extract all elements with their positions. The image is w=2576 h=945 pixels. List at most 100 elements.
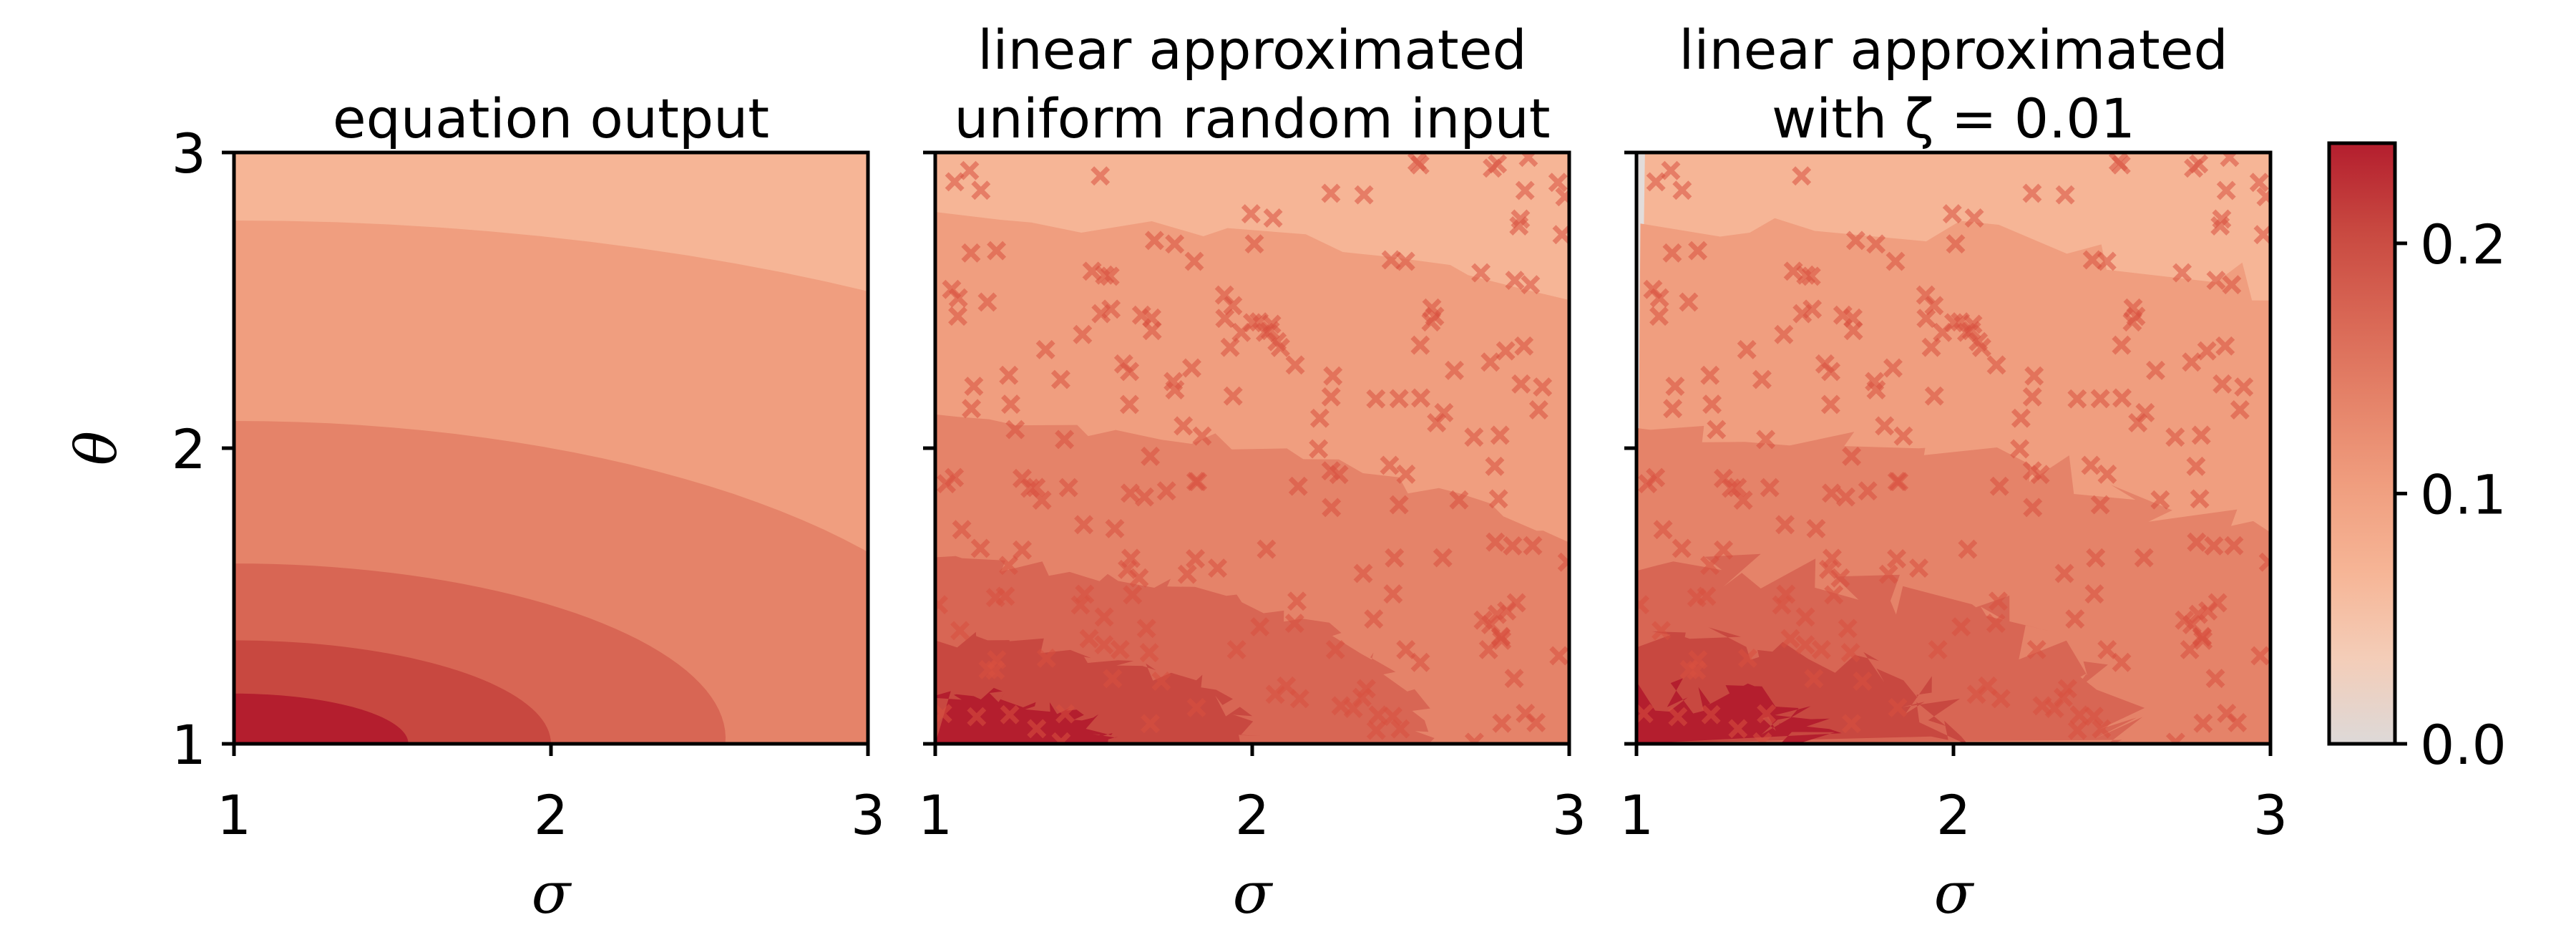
sample-marker — [2067, 720, 2087, 740]
sample-marker — [1646, 467, 1666, 488]
sample-marker — [1192, 426, 1212, 446]
colorbar: 0.0 0.1 0.2 — [2327, 141, 2507, 777]
sample-marker — [1679, 659, 1699, 679]
sample-marker — [2258, 552, 2270, 572]
sample-marker — [962, 399, 982, 419]
sample-marker — [2180, 639, 2200, 659]
sample-marker — [1354, 185, 1374, 205]
sample-marker — [1082, 261, 1102, 281]
panel-title-line-2: with ζ = 0.01 — [1772, 87, 2135, 150]
sample-marker — [2092, 719, 2112, 739]
sample-marker — [1095, 265, 1115, 285]
colorbar-tick-label: 0.2 — [2420, 213, 2507, 276]
sample-marker — [1382, 707, 1402, 727]
sample-marker — [1951, 617, 1971, 637]
x-axis-label: σ — [1934, 860, 1975, 926]
sample-marker — [1668, 707, 1688, 727]
panel-title-line-1: linear approximated — [1679, 18, 2228, 82]
sample-marker — [1946, 234, 1966, 254]
x-axis-label: σ — [532, 860, 572, 926]
sample-marker — [1523, 536, 1543, 556]
sample-marker — [1875, 416, 1895, 436]
sample-marker — [1094, 635, 1114, 655]
sample-marker — [1101, 299, 1121, 319]
sample-marker — [1079, 629, 1099, 649]
sample-marker — [2150, 490, 2170, 510]
sample-marker — [1380, 455, 1400, 475]
sample-marker — [1121, 548, 1141, 568]
sample-marker — [1728, 719, 1748, 739]
sample-marker — [1802, 299, 1823, 319]
contour-level — [935, 687, 1118, 744]
sample-marker — [1653, 520, 1673, 540]
sample-marker — [1533, 377, 1553, 397]
sample-marker — [2217, 703, 2237, 723]
sample-marker — [1714, 468, 1733, 488]
sample-marker — [1757, 704, 1777, 724]
contour-field — [935, 152, 1569, 744]
sample-marker — [935, 704, 952, 724]
sample-marker — [967, 707, 987, 727]
sample-marker — [1756, 430, 1776, 450]
sample-marker — [1760, 478, 1780, 498]
sample-marker — [1661, 160, 1681, 180]
sample-marker — [1142, 308, 1161, 328]
sample-marker — [1878, 564, 1898, 584]
sample-marker — [1824, 585, 1844, 605]
sample-marker — [1688, 241, 1708, 261]
sample-marker — [1110, 639, 1130, 659]
sample-marker — [1835, 487, 1855, 507]
sample-marker — [1464, 427, 1484, 447]
sample-marker — [1665, 377, 1685, 397]
sample-marker — [2090, 495, 2110, 515]
sample-marker — [1385, 548, 1405, 568]
sample-marker — [1141, 714, 1160, 734]
sample-marker — [1548, 173, 1568, 193]
sample-marker — [1928, 640, 1948, 660]
sample-marker — [1434, 402, 1454, 422]
sample-marker — [1055, 430, 1075, 450]
sample-marker — [1309, 439, 1329, 459]
x-axis-label: σ — [1233, 860, 1274, 926]
colorbar-fill — [2329, 143, 2395, 744]
panel-title: equation output — [333, 87, 769, 150]
sample-marker — [1515, 180, 1535, 200]
sample-marker — [1701, 704, 1721, 724]
sample-marker — [1776, 584, 1796, 604]
sample-marker — [1220, 337, 1240, 357]
colorbar-ticks: 0.0 0.1 0.2 — [2395, 213, 2507, 777]
sample-marker — [1511, 374, 1531, 394]
sample-marker — [1356, 679, 1376, 699]
sample-marker — [1174, 416, 1194, 436]
sample-marker — [999, 556, 1018, 576]
sample-marker — [1840, 643, 1860, 663]
y-tick-label: 1 — [172, 713, 206, 777]
sample-marker — [1636, 595, 1650, 615]
sample-marker — [1309, 408, 1330, 428]
sample-marker — [2023, 498, 2043, 518]
sample-marker — [2249, 173, 2269, 193]
sample-marker — [1156, 481, 1176, 501]
sample-marker — [1707, 420, 1727, 440]
sample-marker — [1858, 481, 1878, 501]
sample-marker — [1971, 337, 1991, 357]
sample-marker — [1421, 312, 1441, 332]
sample-marker — [1646, 172, 1666, 192]
sample-marker — [1480, 615, 1501, 635]
sample-marker — [2057, 679, 2077, 699]
sample-marker — [1257, 539, 1277, 559]
sample-marker — [1396, 464, 1416, 484]
sample-marker — [1445, 360, 1464, 380]
sample-marker — [1842, 714, 1861, 734]
sample-marker — [1783, 261, 1803, 281]
sample-marker — [1727, 478, 1747, 498]
sample-marker — [1795, 635, 1815, 655]
sample-marker — [1073, 324, 1093, 344]
sample-marker — [2065, 609, 2085, 629]
y-tick-label: 3 — [172, 122, 206, 185]
sample-marker — [1700, 556, 1719, 576]
sample-marker — [1287, 591, 1307, 611]
sample-marker — [2224, 536, 2244, 556]
sample-marker — [1549, 646, 1569, 666]
